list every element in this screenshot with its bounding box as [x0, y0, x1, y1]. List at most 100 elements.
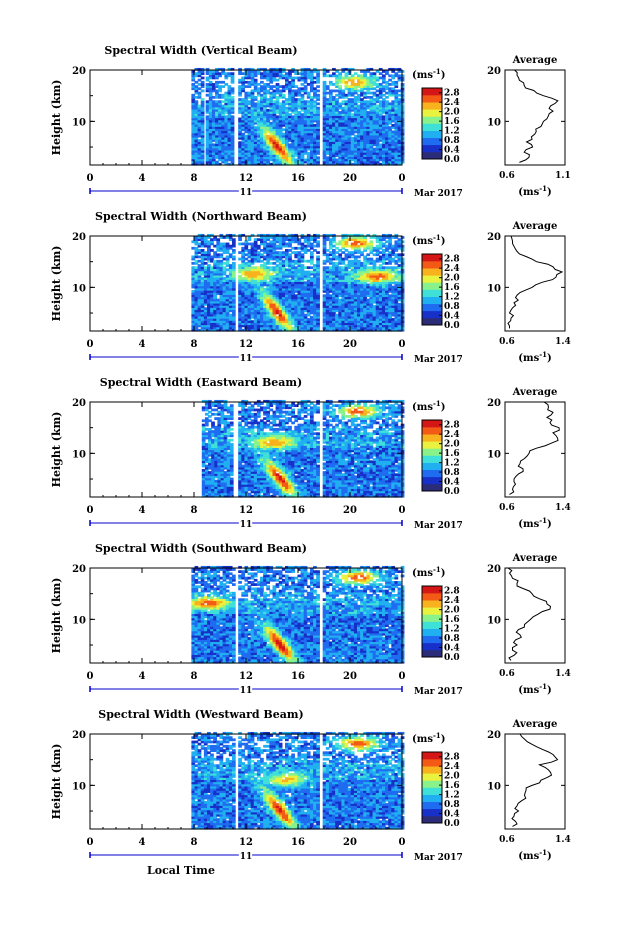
heatmap-cell	[213, 283, 217, 287]
heatmap-cell	[266, 113, 270, 116]
heatmap-cell	[372, 136, 377, 140]
heatmap-cell	[256, 158, 261, 162]
heatmap-cell	[372, 143, 377, 147]
heatmap-cell	[285, 154, 289, 157]
heatmap-cell	[244, 152, 249, 155]
heatmap-cell	[253, 154, 258, 157]
average-y-tick-label: 10	[487, 117, 501, 128]
heatmap-cell	[244, 134, 249, 138]
heatmap-cell	[316, 117, 320, 121]
heatmap-cell	[285, 115, 289, 119]
heatmap-cell	[341, 95, 346, 99]
heatmap-cell	[357, 104, 361, 108]
heatmap-cell	[218, 95, 222, 99]
heatmap-cell	[208, 128, 213, 132]
heatmap-cell	[297, 111, 302, 114]
heatmap-cell	[303, 70, 308, 73]
heatmap-cell	[203, 274, 208, 278]
heatmap-cell	[306, 108, 311, 112]
heatmap-cell	[353, 147, 358, 151]
heatmap-cell	[211, 106, 216, 110]
heatmap-cell	[391, 154, 396, 157]
heatmap-cell	[250, 93, 255, 97]
heatmap-cell	[369, 108, 374, 112]
heatmap-cell	[375, 104, 380, 108]
heatmap-cell	[297, 130, 302, 134]
heatmap-cell	[200, 242, 205, 246]
heatmap-cell	[385, 113, 389, 116]
heatmap-cell	[375, 106, 380, 110]
heatmap-cell	[238, 128, 242, 132]
heatmap-cell	[400, 93, 405, 97]
heatmap-cell	[388, 145, 392, 149]
heatmap-cell	[230, 117, 235, 121]
heatmap-cell	[394, 121, 399, 125]
y-tick-label: 10	[72, 117, 86, 128]
colorbar-segment	[422, 151, 442, 160]
heatmap-cell	[197, 298, 202, 302]
heatmap-cell	[347, 149, 352, 153]
heatmap-cell	[200, 294, 205, 298]
heatmap-cell	[224, 72, 229, 76]
heatmap-cell	[381, 128, 386, 132]
heatmap-cell	[194, 91, 199, 95]
heatmap-cell	[397, 102, 402, 106]
heatmap-cell	[200, 143, 205, 147]
heatmap-cell	[335, 78, 339, 82]
heatmap-cell	[347, 147, 352, 151]
heatmap-cell	[344, 134, 349, 138]
heatmap-cell	[221, 139, 226, 142]
heatmap-cell	[230, 104, 235, 108]
heatmap-cell	[191, 305, 196, 308]
heatmap-cell	[272, 91, 277, 95]
heatmap-cell	[294, 162, 299, 166]
heatmap-cell	[256, 149, 261, 153]
heatmap-cell	[247, 111, 252, 114]
heatmap-cell	[263, 83, 267, 86]
heatmap-cell	[385, 143, 389, 147]
heatmap-cell	[197, 244, 202, 248]
heatmap-cell	[369, 72, 374, 76]
heatmap-cell	[281, 128, 286, 132]
heatmap-cell	[197, 311, 202, 315]
heatmap-cell	[197, 126, 202, 129]
heatmap-cell	[397, 154, 402, 157]
heatmap-cell	[350, 130, 355, 134]
heatmap-cell	[360, 124, 364, 127]
heatmap-cell	[306, 102, 311, 106]
heatmap-cell	[208, 117, 213, 121]
heatmap-cell	[385, 160, 389, 164]
heatmap-cell	[200, 272, 205, 276]
heatmap-cell	[194, 100, 199, 104]
heatmap-cell	[288, 158, 292, 162]
heatmap-cell	[205, 154, 210, 157]
heatmap-cell	[194, 67, 199, 71]
heatmap-cell	[194, 126, 199, 129]
heatmap-cell	[381, 85, 386, 88]
heatmap-cell	[230, 130, 235, 134]
heatmap-cell	[385, 70, 389, 73]
heatmap-cell	[250, 76, 255, 80]
heatmap-cell	[208, 93, 213, 97]
heatmap-cell	[297, 93, 302, 97]
heatmap-cell	[200, 156, 205, 160]
heatmap-cell	[200, 236, 205, 239]
heatmap-cell	[227, 121, 232, 125]
heatmap-cell	[211, 76, 216, 80]
heatmap-cell	[288, 76, 292, 80]
heatmap-cell	[313, 76, 317, 80]
heatmap-cell	[200, 244, 205, 248]
heatmap-cell	[357, 147, 361, 151]
heatmap-cell	[347, 89, 352, 93]
heatmap-cell	[218, 143, 222, 147]
heatmap-cell	[372, 74, 377, 78]
heatmap-cell	[194, 305, 199, 308]
heatmap-cell	[363, 70, 367, 73]
heatmap-cell	[194, 277, 199, 280]
heatmap-cell	[322, 100, 327, 104]
heatmap-cell	[238, 147, 242, 151]
heatmap-cell	[335, 113, 339, 116]
heatmap-cell	[218, 108, 222, 112]
heatmap-cell	[291, 85, 295, 88]
